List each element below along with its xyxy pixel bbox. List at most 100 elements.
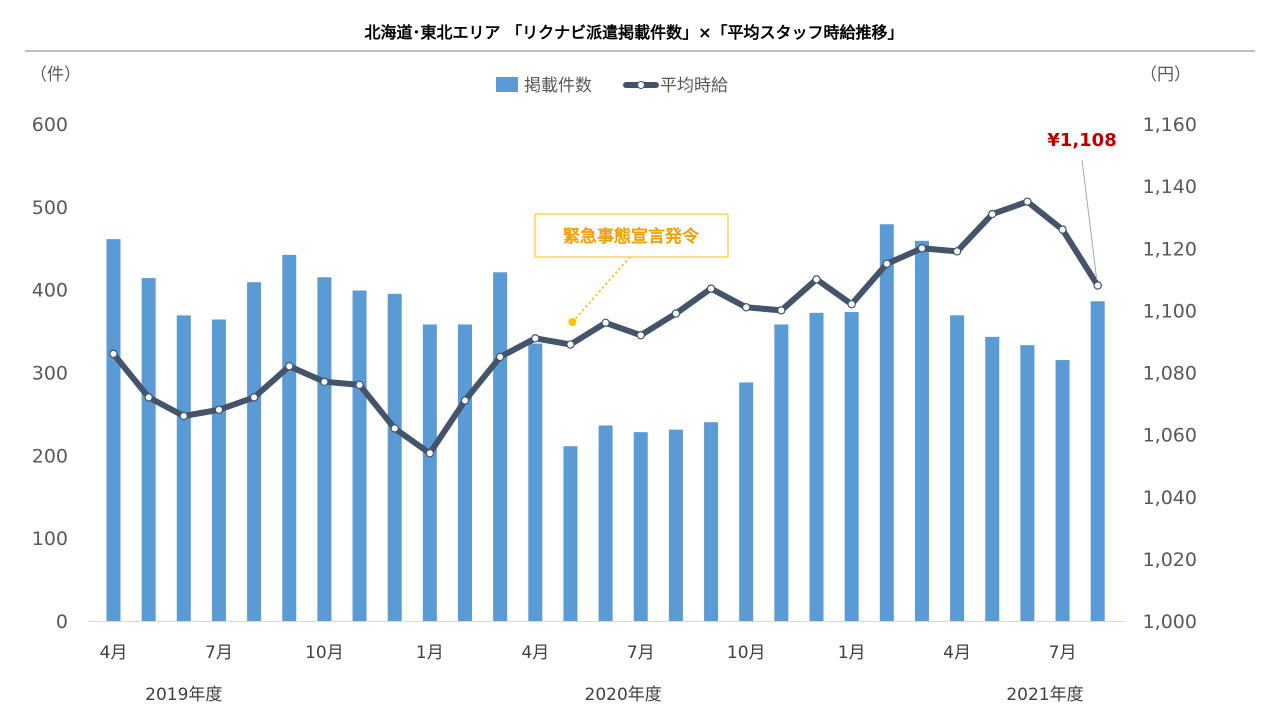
y-right-tick-label: 1,000: [1143, 611, 1197, 633]
y-right-tick-label: 1,140: [1143, 176, 1197, 198]
annotations: 緊急事態宣言発令 ¥1,108: [534, 130, 1117, 326]
bar: [985, 336, 1000, 621]
line-point: [988, 209, 997, 219]
line-point: [320, 377, 329, 387]
line-series: [109, 197, 1102, 458]
y-right-tick-label: 1,120: [1143, 238, 1197, 260]
bar: [1090, 301, 1105, 621]
value-leader-line: [1081, 159, 1098, 280]
bar: [563, 446, 578, 621]
bar: [282, 254, 297, 622]
legend-line-marker: [637, 81, 645, 89]
bar: [247, 282, 262, 621]
value-callout-label: ¥1,108: [1047, 130, 1116, 151]
y-right-tick-label: 1,060: [1143, 425, 1197, 447]
x-tick-label: 10月: [727, 643, 766, 663]
line-point: [355, 380, 364, 390]
line-point: [812, 275, 821, 284]
line-point: [706, 284, 716, 293]
line-point: [1093, 281, 1102, 290]
x-tick-label: 10月: [305, 643, 344, 663]
x-tick-label: 4月: [943, 643, 971, 663]
line-point: [917, 244, 927, 253]
y-right-tick-label: 1,100: [1143, 300, 1197, 322]
y-left-axis: 0 100 200 300 400 500 600: [32, 114, 68, 633]
bar: [914, 240, 929, 622]
line-point: [460, 396, 470, 405]
y-right-axis: 1,000 1,020 1,040 1,060 1,080 1,100 1,120 1,140…: [1143, 114, 1197, 633]
bar: [458, 324, 472, 621]
line-point: [671, 309, 681, 318]
line-point: [249, 393, 259, 402]
legend: 掲載件数 平均時給: [496, 76, 728, 96]
y-right-tick-label: 1,160: [1143, 114, 1197, 136]
bar: [493, 272, 508, 621]
line-point: [952, 247, 962, 256]
line-point: [495, 352, 505, 362]
y-left-tick-label: 200: [32, 445, 68, 467]
x-tick-label: 4月: [521, 643, 549, 663]
bar: [1055, 360, 1070, 621]
bar: [141, 278, 156, 621]
bar: [950, 315, 965, 621]
y-left-tick-label: 300: [32, 363, 68, 385]
bar: [633, 432, 648, 621]
line-point: [1058, 225, 1067, 234]
line-point: [531, 334, 540, 343]
bar-series: [106, 224, 1105, 622]
line-point: [847, 299, 856, 309]
line-point: [1023, 197, 1032, 206]
bar: [176, 315, 191, 621]
line-point: [601, 318, 610, 327]
x-tick-label: 1月: [838, 643, 866, 663]
line-point: [390, 424, 399, 433]
line-point: [425, 449, 435, 458]
bar: [317, 277, 332, 621]
line-point: [882, 259, 892, 268]
year-label: 2021年度: [1006, 685, 1083, 705]
line-point: [636, 331, 645, 340]
bar: [528, 343, 543, 621]
event-marker: [568, 318, 577, 326]
bar: [668, 429, 683, 621]
x-tick-label: 7月: [1049, 643, 1077, 663]
bar: [879, 224, 894, 621]
y-right-unit: （円）: [1140, 65, 1191, 85]
x-tick-label: 7月: [205, 643, 233, 663]
y-right-tick-label: 1,020: [1143, 549, 1197, 571]
y-left-unit: （件）: [30, 65, 81, 85]
legend-line-label: 平均時給: [660, 76, 728, 96]
bar: [774, 324, 789, 621]
bar: [352, 290, 367, 621]
bar: [1020, 345, 1035, 621]
legend-bar-swatch: [496, 77, 518, 92]
y-right-tick-label: 1,080: [1143, 363, 1197, 385]
x-axis: 4月 7月 10月 1月 4月 7月 10月 1月 4月 7月 2019年度 2020年度 2021年度: [100, 643, 1084, 705]
bar: [844, 312, 859, 621]
line-point: [285, 362, 294, 371]
event-callout-box: [534, 213, 729, 258]
legend-bar-label: 掲載件数: [524, 76, 592, 96]
year-label: 2019年度: [145, 685, 222, 705]
bar: [211, 319, 226, 621]
y-left-tick-label: 0: [56, 611, 68, 633]
x-tick-label: 4月: [100, 643, 128, 663]
bar: [809, 312, 824, 621]
y-left-tick-label: 100: [32, 528, 68, 550]
line-point: [179, 411, 188, 421]
bar: [598, 425, 613, 621]
y-left-tick-label: 400: [32, 280, 68, 302]
line-point: [214, 405, 224, 414]
line-point: [109, 349, 118, 359]
line-point: [144, 393, 153, 402]
y-left-tick-label: 600: [32, 114, 68, 136]
x-tick-label: 1月: [416, 643, 444, 663]
bar: [422, 324, 437, 621]
event-leader-line: [571, 256, 631, 323]
bar: [387, 293, 402, 621]
line-point: [777, 306, 786, 315]
x-tick-label: 7月: [627, 643, 655, 663]
line-point: [742, 303, 751, 312]
bar: [704, 422, 719, 621]
